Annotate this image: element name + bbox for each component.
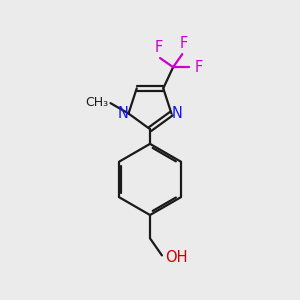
- Text: N: N: [172, 106, 182, 121]
- Text: F: F: [194, 60, 203, 75]
- Text: CH₃: CH₃: [85, 96, 108, 109]
- Text: N: N: [118, 106, 128, 121]
- Text: F: F: [155, 40, 163, 55]
- Text: F: F: [179, 36, 188, 51]
- Text: OH: OH: [165, 250, 188, 266]
